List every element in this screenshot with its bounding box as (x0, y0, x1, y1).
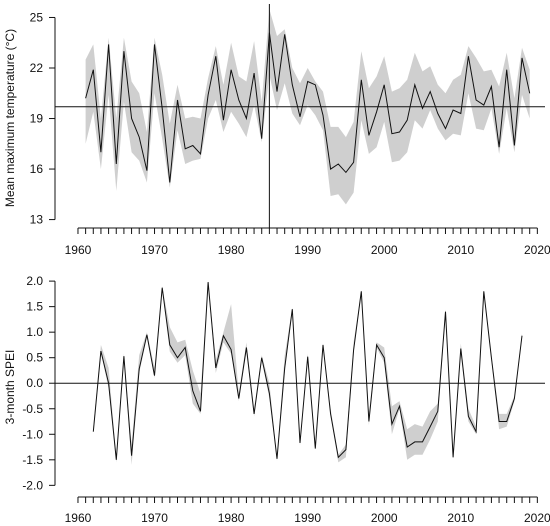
x-tick-label: 1970 (141, 243, 168, 257)
x-tick-label: 1990 (294, 511, 321, 525)
uncertainty-band (93, 281, 523, 465)
temperature-panel: Mean maximum temperature (°C) 13 16 19 22 25… (3, 4, 550, 257)
y-tick-label: -0.5 (22, 402, 43, 416)
x-tick-label: 2010 (447, 511, 474, 525)
x-tick-label: 2020 (524, 511, 550, 525)
y-tick-label: 22 (30, 61, 44, 75)
y-tick-label: -2.0 (22, 478, 43, 492)
y-axis-label-temperature: Mean maximum temperature (°C) (3, 29, 17, 207)
y-axis-label-spei: 3-month SPEI (3, 350, 17, 425)
y-tick-label: 0.0 (26, 376, 43, 390)
x-tick-label: 1960 (65, 511, 92, 525)
y-tick-label: -1.5 (22, 453, 43, 467)
y-tick-label: 1.5 (26, 300, 43, 314)
spei-panel: 3-month SPEI 2.0 1.5 1.0 0.5 0.0 -0.5 -1.0 -1.5… (3, 274, 550, 525)
series-line (85, 32, 531, 183)
y-tick-label: -1.0 (22, 427, 43, 441)
x-tick-label: 1980 (218, 511, 245, 525)
x-tick-label: 2000 (371, 243, 398, 257)
uncertainty-band (85, 9, 530, 205)
x-tick-label: 2010 (447, 243, 474, 257)
y-tick-label: 0.5 (26, 351, 43, 365)
y-tick-label: 25 (30, 10, 44, 24)
y-tick-label: 13 (30, 213, 44, 227)
y-tick-label: 2.0 (26, 274, 43, 288)
x-tick-label: 2020 (524, 243, 550, 257)
x-tick-label: 2000 (371, 511, 398, 525)
x-tick-label: 1960 (65, 243, 92, 257)
y-tick-label: 19 (30, 112, 44, 126)
x-tick-label: 1990 (294, 243, 321, 257)
y-tick-label: 16 (30, 162, 44, 176)
x-tick-label: 1970 (141, 511, 168, 525)
y-tick-label: 1.0 (26, 325, 43, 339)
series-line (92, 282, 523, 460)
x-tick-label: 1980 (218, 243, 245, 257)
